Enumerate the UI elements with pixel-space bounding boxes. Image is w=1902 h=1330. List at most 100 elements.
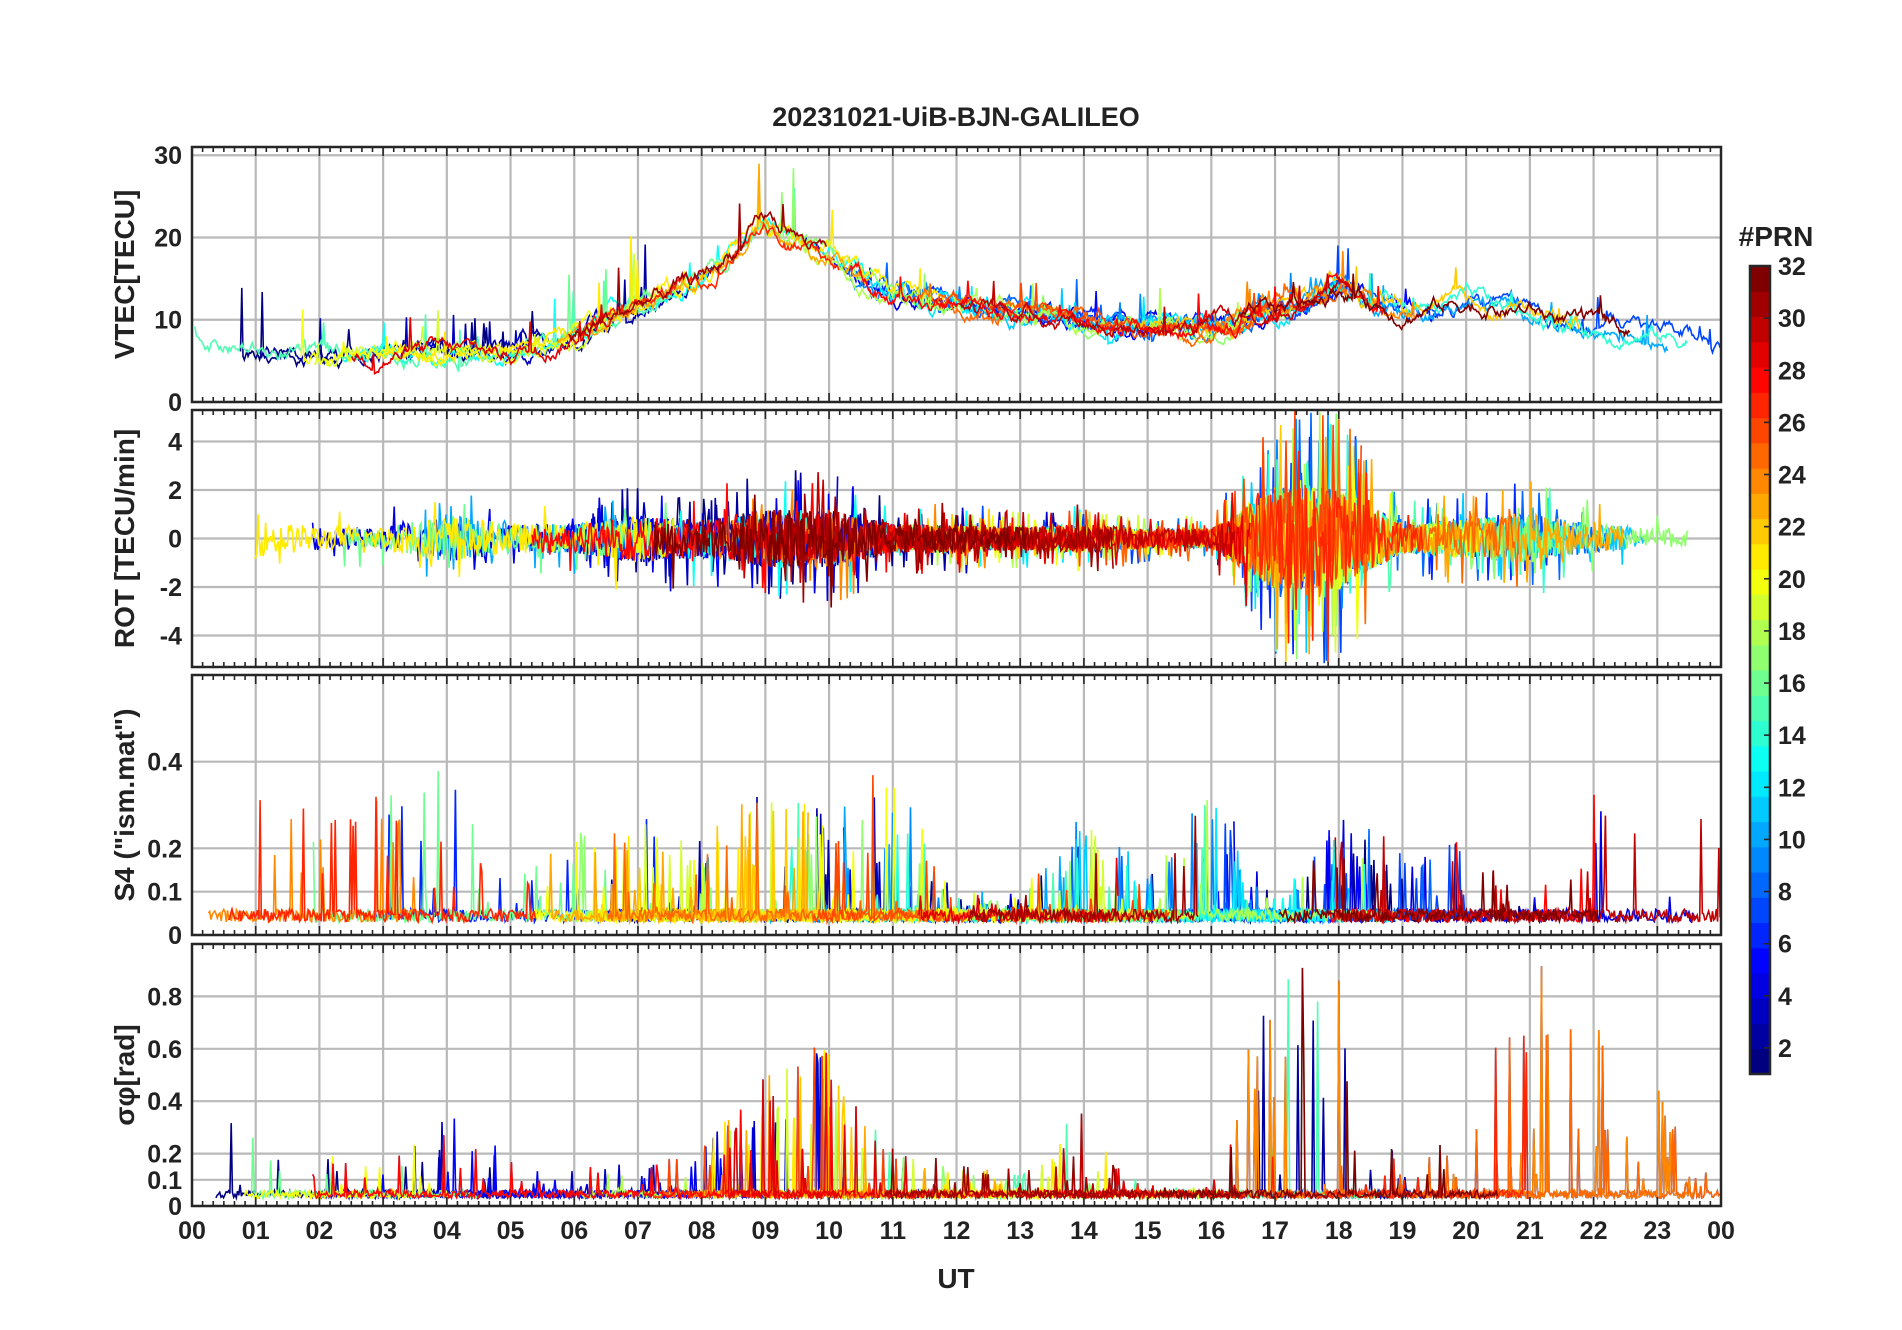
x-tick-label: 10 [815,1217,843,1245]
colorbar-segment [1750,771,1770,797]
vtec-line-prn-15 [194,280,666,372]
x-tick-label: 14 [1070,1217,1098,1245]
chart-title: 20231021-UiB-BJN-GALILEO [772,102,1140,132]
vtec-line-prn-29 [350,304,612,375]
colorbar-segment [1750,846,1770,873]
colorbar-segment [1750,417,1770,444]
vtec-ytick-label: 10 [154,307,182,335]
colorbar-segment [1750,872,1770,898]
colorbar-segment [1750,594,1770,621]
colorbar-tick-label: 14 [1778,722,1806,750]
colorbar-tick-label: 12 [1778,774,1806,802]
colorbar-segment [1750,947,1770,974]
colorbar-tick-label: 32 [1778,253,1806,281]
x-tick-label: 17 [1261,1217,1289,1245]
x-tick-label: 04 [433,1217,461,1245]
vtec-line-prn-32 [1240,273,1631,338]
sigma_phi-ytick-label: 0.8 [147,983,182,1011]
x-tick-label: 16 [1197,1217,1225,1245]
sigma_phi-line-prn-1 [215,1123,494,1201]
x-tick-label: 12 [943,1217,971,1245]
colorbar-tick-label: 22 [1778,514,1806,542]
x-tick-label: 13 [1006,1217,1034,1245]
s4-line-prn-32 [1278,858,1599,925]
s4-ytick-label: 0.2 [147,835,182,863]
sigma_phi-y-axis-label: σφ[rad] [109,1024,140,1125]
rot-ytick-label: 0 [168,526,182,554]
colorbar-segment [1750,897,1770,924]
colorbar-segment [1750,1023,1770,1050]
colorbar-segment [1750,796,1770,823]
colorbar-tick-label: 24 [1778,462,1806,490]
colorbar-segment [1750,569,1770,595]
colorbar-tick-label: 16 [1778,670,1806,698]
colorbar-segment [1750,291,1770,318]
x-tick-label: 03 [369,1217,397,1245]
sigma_phi-line-prn-9 [1057,1035,1529,1201]
colorbar-segment [1750,543,1770,570]
sigma_phi-ytick-label: 0 [168,1193,182,1221]
x-tick-label: 20 [1452,1217,1480,1245]
s4-line-prn-30 [1334,815,1721,925]
rot-y-axis-label: ROT [TECU/min] [109,429,140,648]
panel-vtec: 0 10 20 30 VTEC[TECU] [109,142,1723,417]
x-tick-label: 02 [306,1217,334,1245]
colorbar-segment [1750,670,1770,696]
colorbar-segment [1750,468,1770,494]
panel-s4: 0 0.1 0.2 0.4S4 ("ism.mat") [109,673,1723,950]
colorbar-segment [1750,821,1770,848]
colorbar-segment [1750,392,1770,419]
sigma_phi-line-prn-27 [1057,1035,1529,1201]
colorbar-segment [1750,644,1770,671]
colorbar-tick-label: 30 [1778,305,1806,333]
s4-line-prn-27 [227,796,537,925]
s4-y-axis-label: S4 ("ism.mat") [109,708,140,901]
panel-rot: -4 -2 0 2 4 ROT [TECU/min] [109,408,1723,669]
sigma_phi-ytick-label: 0.6 [147,1036,182,1064]
colorbar-segment [1750,341,1770,368]
x-tick-label: 00 [1707,1217,1735,1245]
colorbar-tick-label: 26 [1778,409,1806,437]
x-tick-label: 21 [1516,1217,1544,1245]
rot-line-prn-31 [769,493,1114,603]
colorbar-segment [1750,922,1770,949]
vtec-line-prn-21 [376,180,946,368]
s4-line-prn-19 [619,802,1188,925]
colorbar-title: #PRN [1739,221,1814,252]
s4-line-prn-31 [967,815,1199,925]
x-tick-label: 22 [1580,1217,1608,1245]
rot-ytick-label: -4 [160,622,182,650]
s4-ytick-label: 0.1 [147,879,182,907]
colorbar-segment [1750,973,1770,999]
colorbar-segment [1750,518,1770,545]
colorbar-segment [1750,745,1770,772]
vtec-line-prn-14 [1325,272,1688,351]
colorbar-segment [1750,316,1770,343]
rot-ytick-label: 2 [168,477,182,505]
sigma_phi-ytick-label: 0.2 [147,1141,182,1169]
colorbar-segment [1750,367,1770,393]
colorbar-tick-label: 8 [1778,879,1792,907]
colorbar-tick-label: 10 [1778,826,1806,854]
rot-ytick-label: 4 [168,429,182,457]
colorbar-frame [1748,264,1772,1076]
sigma_phi-series [215,966,1721,1202]
colorbar-tick-label: 2 [1778,1035,1792,1063]
colorbar-tick-label: 28 [1778,357,1806,385]
sigma_phi-line-prn-32 [1155,967,1499,1202]
vtec-line-prn-31 [568,203,828,342]
rot-ytick-label: -2 [160,574,182,602]
colorbar-segment [1750,998,1770,1025]
x-tick-label: 06 [560,1217,588,1245]
s4-ytick-label: 0 [168,922,182,950]
s4-ytick-label: 0.4 [147,749,182,777]
x-tick-label: 15 [1134,1217,1162,1245]
rot-line-prn-23 [1156,436,1624,655]
vtec-ytick-label: 20 [154,224,182,252]
sigma_phi-ytick-label: 0.1 [147,1167,182,1195]
colorbar-segment [1750,619,1770,646]
colorbar-segment [1750,695,1770,722]
